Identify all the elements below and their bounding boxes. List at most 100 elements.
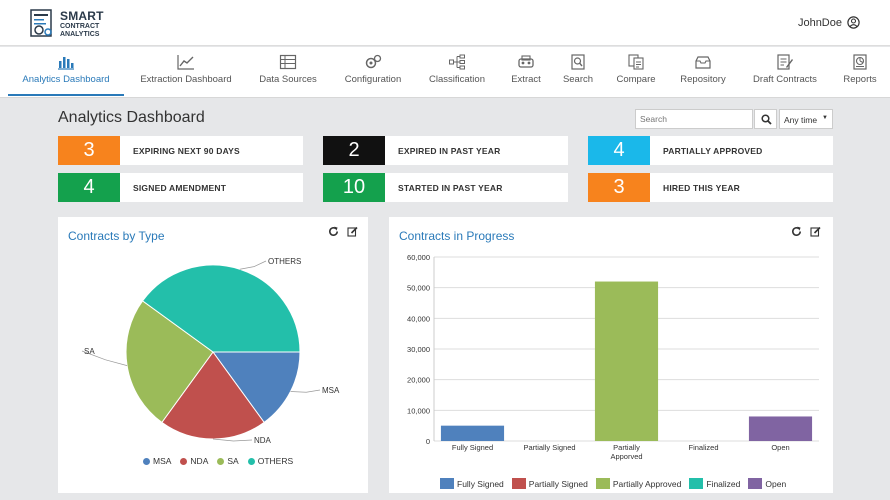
legend-label: MSA bbox=[153, 456, 172, 466]
stat-card-partially-approved[interactable]: 4 PARTIALLY APPROVED bbox=[588, 136, 833, 165]
nav-label: Extraction Dashboard bbox=[140, 74, 232, 85]
nav-compare[interactable]: Compare bbox=[608, 47, 664, 95]
pie-slice-sa[interactable] bbox=[125, 300, 214, 424]
legend-item-nda[interactable]: NDA bbox=[180, 456, 208, 466]
y-tick-label: 10,000 bbox=[407, 406, 430, 415]
stat-label: EXPIRED IN PAST YEAR bbox=[398, 146, 501, 156]
nav-repository[interactable]: Repository bbox=[672, 47, 734, 95]
legend-label: Open bbox=[765, 478, 787, 489]
legend-item-msa[interactable]: MSA bbox=[143, 456, 171, 466]
logo-text-smart: SMART bbox=[60, 9, 104, 23]
stat-card-signed-amendment[interactable]: 4 SIGNED AMENDMENT bbox=[58, 173, 303, 202]
pie-slice-msa[interactable] bbox=[212, 351, 301, 424]
nav-classification[interactable]: Classification bbox=[420, 47, 494, 95]
stat-card-hired[interactable]: 3 HIRED THIS YEAR bbox=[588, 173, 833, 202]
nav-analytics-dashboard[interactable]: Analytics Dashboard bbox=[8, 47, 124, 96]
nav-configuration[interactable]: Configuration bbox=[334, 47, 412, 95]
stat-card-expiring[interactable]: 3 EXPIRING NEXT 90 DAYS bbox=[58, 136, 303, 165]
compare-icon bbox=[628, 54, 644, 70]
legend-label: SA bbox=[227, 456, 239, 466]
legend-swatch bbox=[595, 478, 610, 489]
caret-down-icon: ▼ bbox=[822, 115, 828, 121]
nav-label: Analytics Dashboard bbox=[22, 74, 110, 85]
panel-tools bbox=[328, 226, 358, 237]
search-icon bbox=[761, 114, 772, 125]
legend-label: Fully Signed bbox=[457, 478, 504, 489]
pie-label-others: OTHERS bbox=[268, 257, 301, 266]
database-icon bbox=[279, 54, 297, 70]
edit-icon[interactable] bbox=[347, 226, 358, 237]
refresh-icon[interactable] bbox=[328, 226, 339, 237]
page-title: Analytics Dashboard bbox=[58, 109, 205, 126]
legend-label: Finalized bbox=[706, 478, 741, 489]
y-tick-label: 60,000 bbox=[407, 253, 430, 262]
search-button[interactable] bbox=[754, 109, 777, 129]
stat-value: 4 bbox=[588, 136, 650, 165]
stat-card-started[interactable]: 10 STARTED IN PAST YEAR bbox=[323, 173, 568, 202]
logo-text-sub: CONTRACT ANALYTICS bbox=[60, 23, 99, 39]
bar-chart-icon bbox=[58, 57, 74, 70]
legend-item-sa[interactable]: SA bbox=[217, 456, 239, 466]
nav-reports[interactable]: Reports bbox=[834, 47, 886, 95]
legend-item-fully-signed[interactable]: Fully Signed bbox=[440, 478, 504, 489]
pie-label-msa: MSA bbox=[322, 386, 340, 395]
time-filter-select[interactable]: Any time ▼ bbox=[779, 109, 833, 129]
stat-label: PARTIALLY APPROVED bbox=[663, 146, 763, 156]
nav-data-sources[interactable]: Data Sources bbox=[252, 47, 324, 95]
nav-extract[interactable]: Extract bbox=[502, 47, 550, 95]
panel-title: Contracts in Progress bbox=[399, 229, 515, 243]
line-chart-icon bbox=[177, 55, 194, 70]
refresh-icon[interactable] bbox=[791, 226, 802, 237]
nav-label: Repository bbox=[680, 74, 726, 85]
gears-icon bbox=[365, 54, 382, 69]
x-tick-label-partially-approved: Partially Apporved bbox=[610, 443, 642, 461]
bar-partially-approved[interactable] bbox=[594, 281, 659, 441]
search-input[interactable] bbox=[635, 109, 753, 129]
nav-label: Classification bbox=[429, 74, 485, 85]
legend-label: Partially Signed bbox=[528, 478, 588, 489]
stat-label: STARTED IN PAST YEAR bbox=[398, 183, 503, 193]
nav-label: Reports bbox=[843, 74, 877, 85]
legend-item-partially-approved[interactable]: Partially Approved bbox=[595, 478, 681, 489]
app-logo[interactable]: SMART CONTRACT ANALYTICS bbox=[30, 7, 110, 41]
y-tick-label: 50,000 bbox=[407, 284, 430, 293]
main-nav: Analytics Dashboard Extraction Dashboard… bbox=[0, 47, 890, 98]
stat-label: SIGNED AMENDMENT bbox=[133, 183, 227, 193]
legend-swatch bbox=[748, 478, 763, 489]
pie-leader-line bbox=[290, 389, 321, 393]
pie-slice-others[interactable] bbox=[141, 264, 301, 353]
bar-fully-signed[interactable] bbox=[440, 425, 505, 441]
pie-leader-line bbox=[239, 260, 267, 270]
legend-swatch bbox=[440, 478, 454, 489]
user-icon bbox=[847, 16, 860, 29]
legend-item-open[interactable]: Open bbox=[748, 478, 786, 489]
legend-swatch bbox=[180, 457, 188, 465]
contracts-by-type-pie-chart: MSA NDA SA OTHERS bbox=[81, 257, 340, 445]
panel-tools bbox=[791, 226, 821, 237]
stat-card-expired[interactable]: 2 EXPIRED IN PAST YEAR bbox=[323, 136, 568, 165]
time-filter-value: Any time bbox=[784, 115, 818, 125]
bar-open[interactable] bbox=[748, 416, 813, 441]
x-tick-label-fully-signed: Fully Signed bbox=[452, 443, 493, 452]
extract-icon bbox=[518, 55, 534, 68]
pie-slice-nda[interactable] bbox=[161, 351, 265, 440]
nav-draft-contracts[interactable]: Draft Contracts bbox=[744, 47, 826, 95]
y-tick-label: 20,000 bbox=[407, 376, 430, 385]
contracts-in-progress-bar-chart: 0 10,000 20,000 30,000 40,000 50,000 60,000 Ful… bbox=[407, 253, 819, 461]
legend-item-others[interactable]: OTHERS bbox=[247, 456, 294, 466]
nav-label: Data Sources bbox=[259, 74, 317, 85]
stat-value: 4 bbox=[58, 173, 120, 202]
legend-item-finalized[interactable]: Finalized bbox=[689, 478, 740, 489]
y-tick-label: 40,000 bbox=[407, 314, 430, 323]
nav-label: Configuration bbox=[344, 74, 402, 85]
username: JohnDoe bbox=[797, 16, 842, 29]
y-tick-label: 30,000 bbox=[407, 345, 430, 354]
user-menu[interactable]: JohnDoe bbox=[798, 16, 860, 29]
repository-icon bbox=[695, 56, 711, 69]
nav-search[interactable]: Search bbox=[556, 47, 600, 95]
stat-value: 3 bbox=[588, 173, 650, 202]
legend-item-partially-signed[interactable]: Partially Signed bbox=[511, 478, 588, 489]
edit-icon[interactable] bbox=[810, 226, 821, 237]
legend-label: OTHERS bbox=[257, 456, 294, 466]
nav-extraction-dashboard[interactable]: Extraction Dashboard bbox=[130, 47, 242, 95]
